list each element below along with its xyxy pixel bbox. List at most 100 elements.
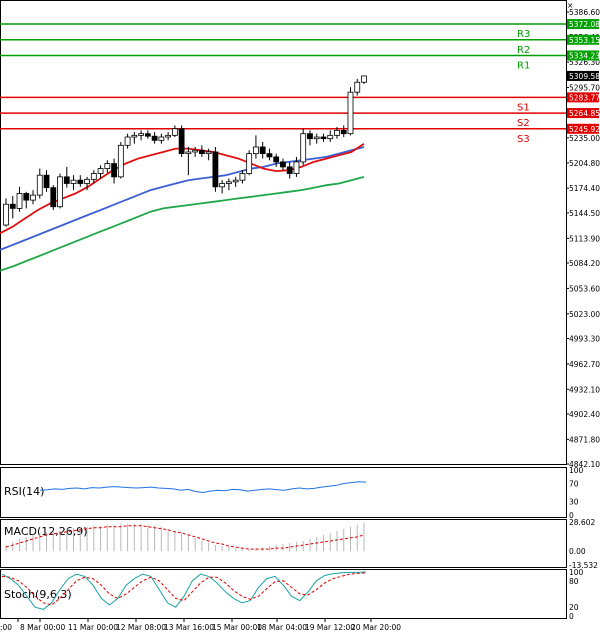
candle-body [354, 81, 361, 93]
level-badge-s1 [567, 92, 599, 103]
candle-body [144, 133, 151, 137]
candle-body [9, 203, 16, 209]
candle-body [239, 173, 246, 181]
close-icon[interactable]: × [567, 1, 573, 10]
candle-body [104, 163, 111, 169]
candle-body [77, 179, 84, 184]
candle-body [253, 146, 259, 155]
candle-body [185, 151, 192, 155]
candle-body [259, 146, 266, 155]
candle-body [226, 181, 232, 184]
rsi-panel-frame [0, 467, 567, 518]
price-tick-label: 5053.60 [569, 284, 600, 293]
price-tick-label: 5174.40 [569, 184, 600, 193]
rsi-tick-label: 0 [569, 511, 574, 520]
time-tick-label: 13 Mar 16:00 [164, 623, 214, 632]
candle-body [124, 136, 131, 146]
candle-body [205, 151, 212, 155]
level-label-r1: R1 [517, 60, 530, 71]
candle-body [286, 166, 293, 174]
level-badge-s3 [567, 123, 599, 134]
stoch-tick-label: 20 [569, 603, 579, 612]
price-tick-label: 4871.80 [569, 435, 600, 444]
stoch-signal-line [1, 572, 367, 606]
candle-body [334, 129, 340, 136]
candle-body [340, 129, 347, 135]
candle-body [97, 168, 104, 174]
candle-body [347, 91, 354, 135]
candle-body [70, 179, 77, 184]
candle-body [57, 176, 63, 208]
level-badge-s2 [567, 108, 599, 119]
candle-body [313, 136, 320, 140]
stoch-tick-label: 0 [569, 612, 574, 621]
level-label-s3: S3 [517, 134, 530, 145]
price-tick-label: 5204.80 [569, 159, 600, 168]
candle-body [198, 149, 205, 155]
candle-body [219, 183, 226, 188]
candle-body [307, 133, 313, 140]
candle-body [266, 153, 273, 158]
level-badge-value: 5372.08 [569, 20, 600, 29]
candle-body [171, 128, 178, 136]
level-badge-value: 5264.85 [569, 109, 600, 118]
macd-tick-label: 0.00 [569, 547, 586, 556]
candle-body [192, 149, 199, 153]
candle-body [232, 179, 239, 183]
rsi-tick-label: 70 [569, 480, 579, 489]
time-tick-label: 15 Mar 00:00 [212, 623, 262, 632]
rsi-tick-label: 30 [569, 498, 579, 507]
stoch-tick-label: 80 [569, 577, 579, 586]
candle-body [158, 136, 165, 141]
price-tick-label: 4962.70 [569, 360, 600, 369]
ma-green-line [0, 176, 365, 272]
candle-body [151, 135, 158, 141]
level-label-s1: S1 [517, 102, 530, 113]
candle-body [361, 75, 367, 83]
current-price-value: 5309.58 [569, 72, 600, 81]
candle-body [16, 193, 23, 209]
macd-tick-label: 28.602 [569, 518, 595, 527]
level-badge-value: 5283.77 [569, 93, 600, 102]
price-tick-label: 5023.00 [569, 310, 600, 319]
candle-body [50, 187, 57, 208]
level-label-r2: R2 [517, 45, 530, 56]
candle-body [30, 194, 36, 201]
level-label-s2: S2 [517, 118, 530, 129]
candle-body [212, 151, 219, 188]
time-tick-label: 18 Mar 04:00 [257, 623, 307, 632]
price-tick-label: 5084.20 [569, 259, 600, 268]
price-tick-label: 4842.10 [569, 460, 600, 469]
candle-body [36, 174, 43, 196]
stoch-tick-label: 100 [569, 568, 584, 577]
time-tick-label: :00 [0, 623, 12, 632]
price-tick-label: 5235.00 [569, 134, 600, 143]
time-tick-label: 8 Mar 00:00 [20, 623, 66, 632]
price-tick-label: 5295.70 [569, 83, 600, 92]
time-tick-label: 12 Mar 08:00 [116, 623, 166, 632]
stoch-title: Stoch(9,6,3) [4, 588, 72, 601]
level-badge-r1 [567, 50, 599, 61]
candle-body [138, 133, 144, 136]
level-label-r3: R3 [517, 29, 530, 40]
time-tick-label: 11 Mar 00:00 [68, 623, 118, 632]
price-tick-label: 4902.40 [569, 410, 600, 419]
time-tick-label: 19 Mar 12:00 [305, 623, 355, 632]
candle-body [63, 176, 70, 184]
stoch-panel-frame [0, 569, 567, 619]
price-panel-frame [0, 0, 567, 465]
candle-body [293, 161, 300, 174]
level-badge-r2 [567, 34, 599, 45]
macd-title: MACD(12,26,9) [4, 525, 88, 538]
level-badge-value: 5334.23 [569, 51, 600, 60]
level-badge-value: 5245.92 [569, 125, 600, 134]
candle-body [300, 133, 307, 163]
candle-body [23, 193, 30, 201]
rsi-title: RSI(14) [4, 485, 44, 498]
candle-body [280, 161, 286, 168]
candle-body [131, 134, 138, 138]
candle-body [246, 153, 253, 174]
candle-body [327, 134, 334, 140]
candle-body [111, 163, 117, 178]
